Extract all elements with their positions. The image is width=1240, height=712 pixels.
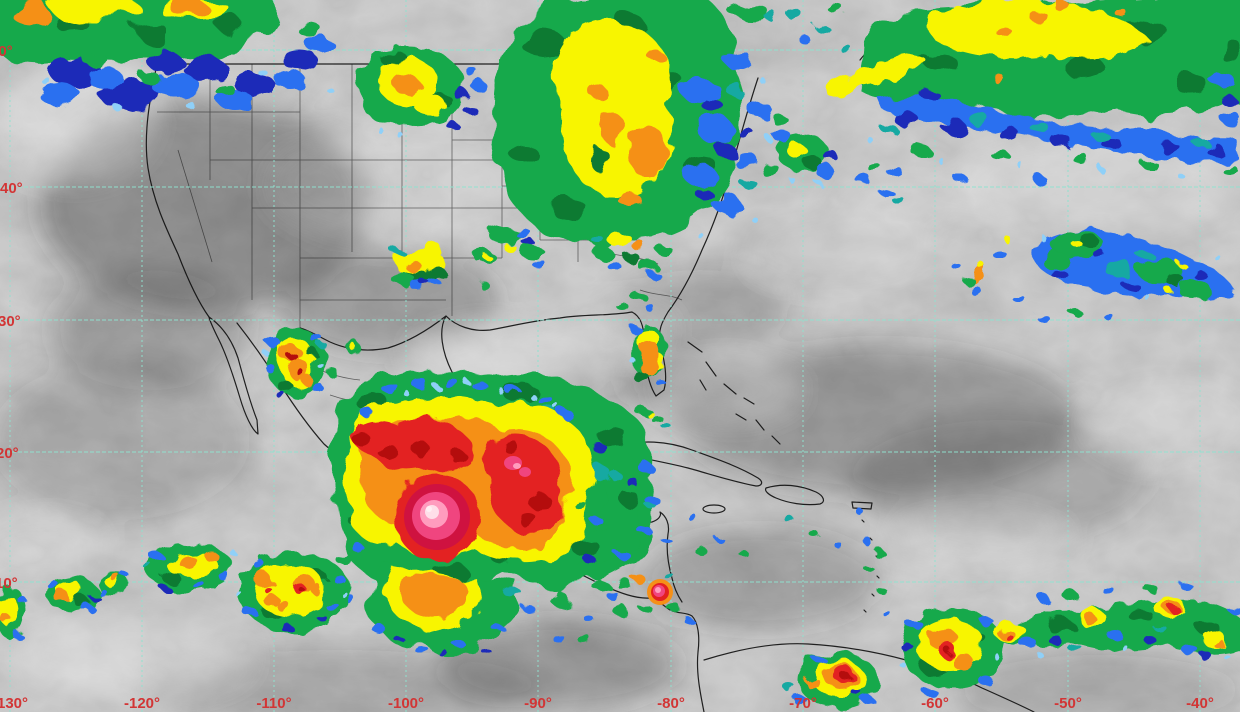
longitude-label: -70° bbox=[789, 695, 817, 712]
specks-nw-caribbean bbox=[574, 455, 864, 558]
longitude-label: -60° bbox=[921, 695, 949, 712]
storm-darien bbox=[784, 652, 878, 708]
longitude-label: -50° bbox=[1054, 695, 1082, 712]
storm-costa-rica bbox=[606, 572, 693, 623]
hurricane-eye bbox=[404, 456, 531, 550]
storm-itcz-east bbox=[861, 537, 1240, 663]
longitude-label: -90° bbox=[524, 695, 552, 712]
storm-atlantic-ne-core bbox=[826, 0, 1150, 97]
latitude-label: 20° bbox=[0, 445, 19, 462]
storm-canada-west bbox=[0, 0, 279, 63]
storm-itcz-pacific bbox=[0, 544, 364, 639]
latitude-label: 10° bbox=[0, 575, 18, 592]
storm-nw-mexico bbox=[262, 328, 361, 397]
storm-southern-plains bbox=[392, 240, 497, 290]
storm-atlantic-ne-fringe bbox=[784, 3, 1240, 184]
storm-plains-north bbox=[356, 46, 486, 138]
storm-florida bbox=[629, 326, 673, 431]
storm-midwest-core bbox=[554, 20, 673, 208]
longitude-label: -110° bbox=[256, 695, 291, 712]
latitude-label: 40° bbox=[0, 180, 23, 197]
storm-hurricane-froth bbox=[344, 378, 659, 658]
storm-midatlantic-small bbox=[773, 130, 904, 204]
longitude-label: -40° bbox=[1186, 695, 1214, 712]
storm-pnw-blue bbox=[40, 23, 334, 114]
storm-subtropical-atlantic bbox=[950, 229, 1235, 321]
longitude-label: -100° bbox=[388, 695, 424, 712]
storm-southeast-specks bbox=[592, 232, 672, 310]
longitude-label: -120° bbox=[124, 695, 160, 712]
storm-venezuela bbox=[897, 608, 1004, 696]
grid-labels: 50° 40° 30° 20° 10° -130° -120° -110° -1… bbox=[0, 43, 1214, 712]
longitude-label: -130° bbox=[0, 695, 28, 712]
latitude-label: 30° bbox=[0, 313, 21, 330]
storm-midwest-fringe bbox=[472, 11, 788, 269]
latitude-label: 50° bbox=[0, 43, 13, 60]
longitude-label: -80° bbox=[657, 695, 685, 712]
